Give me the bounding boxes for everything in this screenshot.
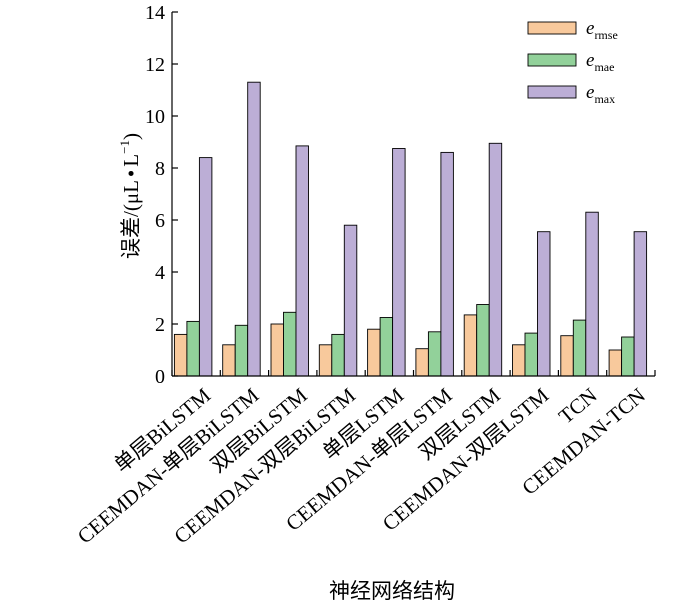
legend: ermse emae emax (527, 18, 618, 106)
bar-max-7 (537, 231, 551, 377)
bar-max-0 (198, 157, 213, 377)
bar-rmse-2 (270, 323, 284, 377)
bar-max-5 (440, 151, 454, 377)
bar-rmse-1 (222, 344, 236, 377)
bar-rmse-3 (318, 344, 333, 377)
y-tick-label-10: 10 (145, 106, 165, 128)
bar-max-2 (295, 145, 309, 377)
bar-mae-2 (283, 311, 297, 377)
legend-label-mae: emae (586, 50, 614, 74)
bar-max-6 (488, 142, 503, 377)
bar-max-3 (343, 224, 358, 377)
bar-mae-5 (427, 331, 442, 377)
y-tick-label-2: 2 (155, 314, 165, 336)
bar-rmse-6 (463, 314, 478, 377)
bar-rmse-4 (367, 328, 381, 377)
legend-label-max: emax (586, 82, 615, 106)
bar-max-8 (585, 211, 599, 377)
legend-label-rmse: ermse (586, 18, 618, 42)
legend-swatch-max (527, 85, 577, 99)
bar-mae-0 (186, 320, 200, 377)
y-tick-label-4: 4 (155, 262, 165, 284)
bar-rmse-0 (173, 333, 188, 377)
legend-swatch-rmse (527, 21, 577, 35)
bar-mae-6 (476, 304, 490, 377)
legend-swatch-mae (527, 53, 577, 67)
bar-mae-9 (621, 336, 635, 377)
bar-mae-1 (234, 324, 249, 377)
bar-mae-8 (572, 319, 587, 377)
bar-rmse-7 (512, 344, 526, 377)
bar-rmse-9 (608, 349, 623, 377)
bar-mae-3 (331, 333, 345, 377)
y-tick-label-0: 0 (155, 366, 165, 388)
y-axis-title: 误差/(μL•L−1) (117, 133, 143, 259)
y-tick-label-12: 12 (145, 54, 165, 76)
bars (173, 81, 648, 377)
bar-max-9 (633, 231, 648, 377)
bar-mae-7 (524, 332, 538, 377)
bar-max-1 (247, 81, 261, 377)
bar-max-4 (392, 148, 406, 377)
y-tick-label-6: 6 (155, 210, 165, 232)
axes: 0 2 4 6 8 10 12 14 (145, 2, 656, 388)
bar-mae-4 (379, 317, 394, 377)
bar-rmse-5 (415, 348, 429, 377)
x-axis-title: 神经网络结构 (329, 579, 455, 603)
y-tick-label-8: 8 (155, 158, 165, 180)
y-tick-label-14: 14 (145, 2, 165, 24)
bar-rmse-8 (560, 335, 574, 377)
